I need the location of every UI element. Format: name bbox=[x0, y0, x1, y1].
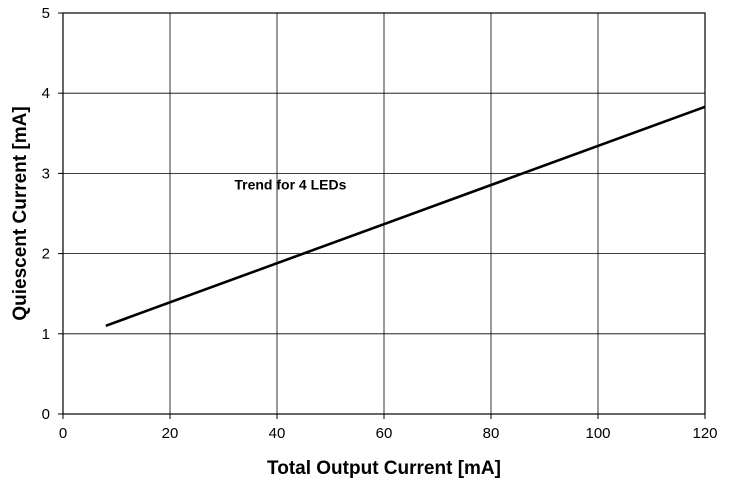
x-tick-label: 100 bbox=[585, 425, 610, 442]
y-tick-label: 0 bbox=[42, 406, 50, 423]
y-tick-label: 4 bbox=[42, 85, 50, 102]
x-tick-label: 120 bbox=[692, 425, 717, 442]
y-axis-title: Quiescent Current [mA] bbox=[10, 106, 31, 320]
x-tick-label: 60 bbox=[376, 425, 393, 442]
y-tick-label: 1 bbox=[42, 326, 50, 343]
x-tick-label: 40 bbox=[269, 425, 286, 442]
series-layer bbox=[105, 105, 706, 328]
annotation-label: Trend for 4 LEDs bbox=[234, 176, 346, 192]
x-axis-title: Total Output Current [mA] bbox=[267, 458, 501, 479]
annotation-layer: Trend for 4 LEDs bbox=[234, 176, 346, 192]
y-tick-label: 2 bbox=[42, 246, 50, 263]
series-line bbox=[105, 105, 706, 328]
x-tick-label: 20 bbox=[162, 425, 179, 442]
y-tick-label: 5 bbox=[42, 5, 50, 22]
grid bbox=[63, 13, 705, 414]
axis-ticks: 0 20 40 60 80 100 120 0 1 2 3 4 5 bbox=[42, 5, 718, 442]
x-tick-label: 0 bbox=[59, 425, 67, 442]
x-tick-label: 80 bbox=[483, 425, 500, 442]
y-tick-label: 3 bbox=[42, 165, 50, 182]
